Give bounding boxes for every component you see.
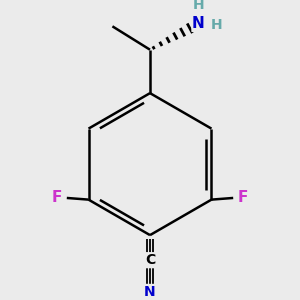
Text: C: C (145, 253, 155, 267)
Text: H: H (193, 0, 204, 12)
Text: H: H (211, 19, 223, 32)
Text: N: N (144, 285, 156, 299)
Text: N: N (192, 16, 205, 31)
Text: F: F (52, 190, 62, 206)
Text: F: F (238, 190, 248, 206)
